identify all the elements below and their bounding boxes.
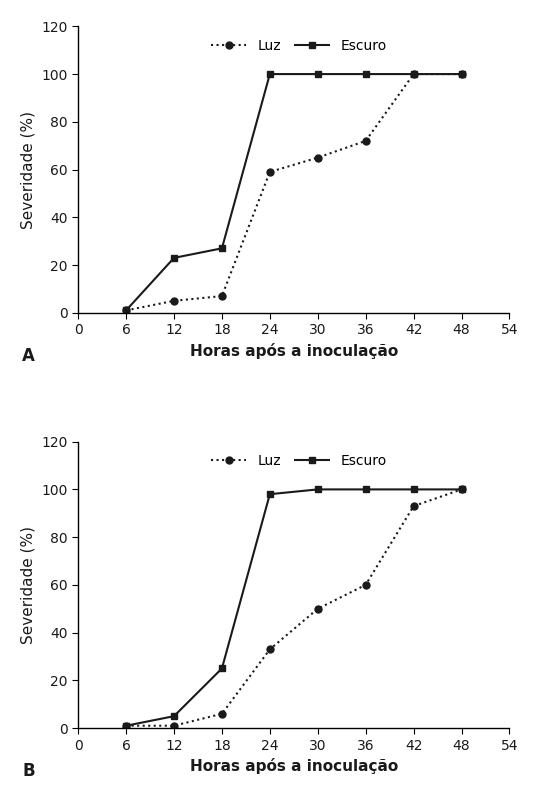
Text: A: A [22,347,35,365]
X-axis label: Horas após a inoculação: Horas após a inoculação [190,758,398,774]
X-axis label: Horas após a inoculação: Horas após a inoculação [190,343,398,359]
Y-axis label: Severidade (%): Severidade (%) [21,111,36,229]
Text: B: B [22,763,34,780]
Y-axis label: Severidade (%): Severidade (%) [21,526,36,644]
Legend: Luz, Escuro: Luz, Escuro [206,33,392,58]
Legend: Luz, Escuro: Luz, Escuro [206,449,392,473]
